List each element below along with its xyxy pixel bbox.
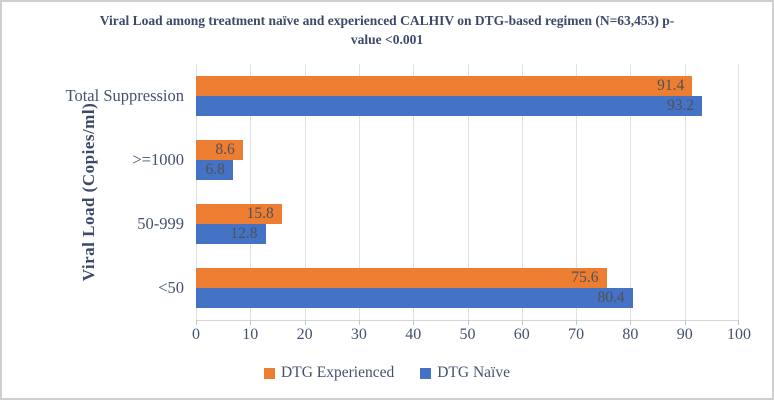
legend: DTG Experienced DTG Naïve [2,362,772,384]
x-tick-label: 30 [350,326,367,343]
gridline [358,64,360,320]
gridline [684,64,686,320]
chart-title-line-2: value <0.001 [350,32,424,47]
legend-item-dtg-experienced: DTG Experienced [264,364,394,382]
bar-dtg-experienced: 75.6 [196,268,607,288]
x-tick-label: 50 [459,326,476,343]
legend-label: DTG Experienced [281,364,395,381]
x-tick-label: 40 [405,326,422,343]
bar-value-label: 6.8 [205,161,225,178]
gridline [467,64,469,320]
x-tick-label: 20 [296,326,313,343]
bar-value-label: 91.4 [657,77,685,94]
category-label: <50 [158,278,184,297]
axis-tick-mark [250,320,252,325]
x-tick-label: 100 [727,326,751,343]
x-tick-label: 60 [513,326,530,343]
x-tick-label: 10 [242,326,259,343]
legend-item-dtg-naive: DTG Naïve [420,364,510,382]
x-tick-label: 0 [192,326,200,343]
category-label: 50-999 [137,214,184,233]
bar-dtg-na-ve: 6.8 [196,160,233,180]
chart-title-line-1: Viral Load among treatment naïve and exp… [99,13,675,28]
category-label: Total Suppression [65,86,184,105]
axis-tick-mark [630,320,632,325]
bar-value-label: 93.2 [666,97,695,114]
x-tick-label: 90 [676,326,693,343]
bar-value-label: 12.8 [230,225,258,242]
bar-group: 91.4 93.2 [196,64,739,128]
axis-tick-mark [684,320,686,325]
bar-dtg-na-ve: 80.4 [196,288,633,308]
bar-value-label: 75.6 [571,269,599,286]
axis-tick-mark [196,320,197,325]
gridline [250,64,252,320]
legend-swatch-icon [420,367,432,379]
category-axis: Total Suppression >=1000 50-999 <50 [2,64,184,320]
legend-label: DTG Naïve [437,364,510,381]
bar-dtg-na-ve: 93.2 [196,96,703,116]
axis-tick-mark [576,320,578,325]
value-axis: 0 10 20 30 40 50 60 70 80 90 100 [192,320,751,348]
gridline [630,64,632,320]
axis-tick-mark [467,320,469,325]
gridline [304,64,306,320]
gridline [196,64,197,320]
gridline [413,64,415,320]
gridline [738,64,739,320]
axis-tick-mark [304,320,306,325]
gridline [576,64,578,320]
axis-tick-mark [358,320,360,325]
bar-value-label: 8.6 [215,141,235,158]
axis-tick-mark [413,320,415,325]
chart-title: Viral Load among treatment naïve and exp… [42,11,732,49]
axis-tick-mark [738,320,739,325]
x-tick-label: 70 [568,326,585,343]
bar-dtg-experienced: 8.6 [196,140,243,160]
bar-group: 15.8 12.8 [196,192,739,256]
bar-value-label: 80.4 [597,289,625,306]
legend-swatch-icon [264,367,276,379]
bar-value-label: 15.8 [246,205,274,222]
x-tick-label: 80 [622,326,639,343]
bar-dtg-na-ve: 12.8 [196,224,266,244]
gridline [521,64,523,320]
bar-dtg-experienced: 15.8 [196,204,282,224]
category-label: >=1000 [132,150,184,169]
bar-group: 8.6 6.8 [196,128,739,192]
bar-dtg-experienced: 91.4 [196,76,693,96]
bar-group: 75.6 80.4 [196,256,739,320]
plot-area: 91.4 93.2 8.6 6.8 15.8 12.8 75.6 80.4 [196,64,739,321]
axis-tick-mark [521,320,523,325]
